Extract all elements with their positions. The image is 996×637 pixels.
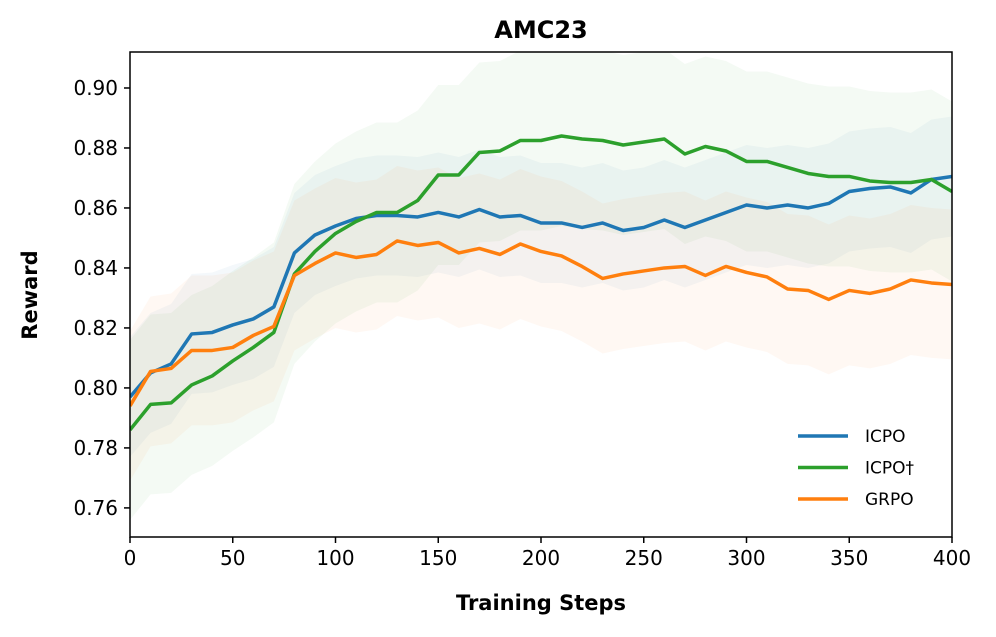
- x-tick-label: 100: [316, 546, 354, 570]
- legend-label: ICPO†: [865, 459, 915, 479]
- y-tick-label: 0.76: [73, 496, 118, 520]
- y-tick-label: 0.84: [73, 256, 118, 280]
- series-lines: [130, 134, 952, 432]
- x-tick-label: 200: [522, 546, 560, 570]
- legend-label: ICPO: [865, 427, 906, 447]
- chart-title: AMC23: [494, 16, 587, 44]
- legend-label: GRPO: [865, 490, 914, 510]
- confidence-bands: [130, 52, 952, 520]
- x-axis: 0 50 100 150 200 250 300 350 400: [124, 537, 971, 570]
- y-tick-label: 0.86: [73, 196, 118, 220]
- x-tick-label: 0: [124, 546, 137, 570]
- x-tick-label: 300: [727, 546, 765, 570]
- band-0: [130, 116, 952, 457]
- band-2: [130, 165, 952, 481]
- legend: ICPO ICPO† GRPO: [798, 427, 915, 510]
- x-tick-label: 150: [419, 546, 457, 570]
- y-tick-label: 0.82: [73, 316, 118, 340]
- y-tick-label: 0.90: [73, 76, 118, 100]
- x-tick-label: 50: [220, 546, 245, 570]
- band-1: [130, 52, 952, 520]
- x-tick-label: 400: [933, 546, 971, 570]
- y-tick-label: 0.80: [73, 376, 118, 400]
- y-axis: 0.76 0.78 0.80 0.82 0.84 0.86 0.88 0.90: [73, 76, 130, 520]
- y-axis-label: Reward: [18, 250, 42, 339]
- x-tick-label: 350: [830, 546, 868, 570]
- series-line-2: [130, 239, 952, 407]
- y-tick-label: 0.88: [73, 136, 118, 160]
- y-tick-label: 0.78: [73, 436, 118, 460]
- series-line-0: [130, 174, 952, 399]
- x-axis-label: Training Steps: [456, 591, 626, 615]
- x-tick-label: 250: [625, 546, 663, 570]
- series-line-1: [130, 134, 952, 432]
